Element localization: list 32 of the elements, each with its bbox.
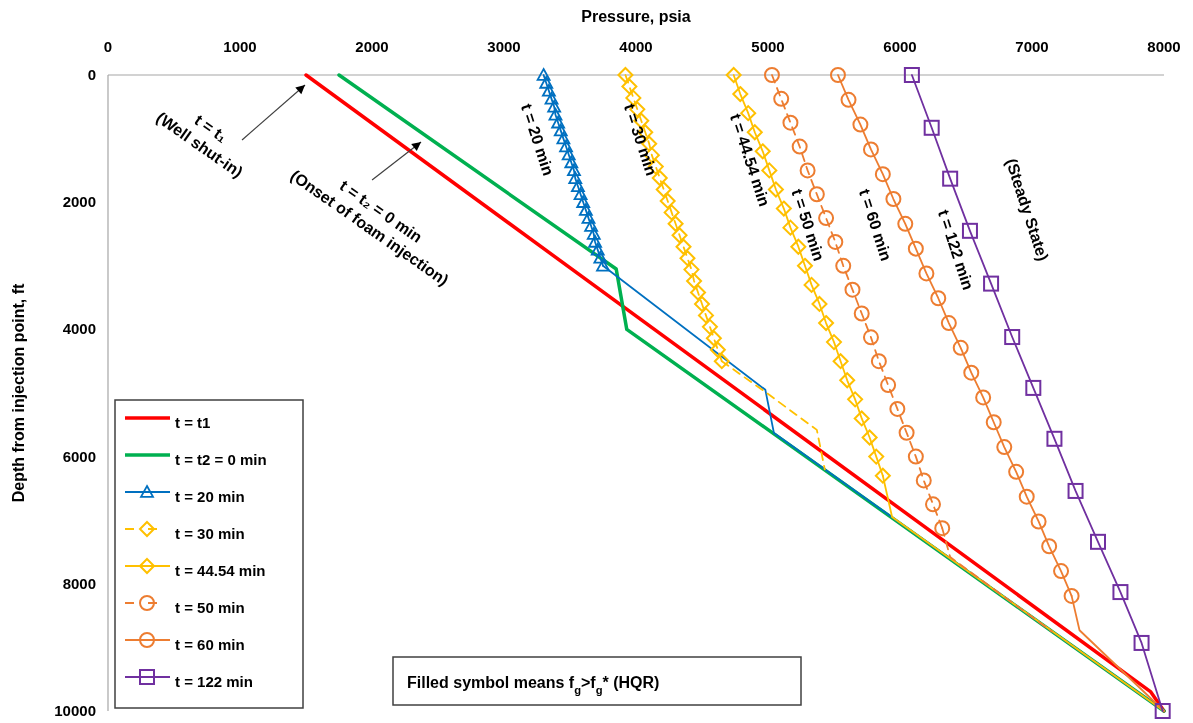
x-tick-label: 6000 [883,38,917,55]
legend-label: t = 20 min [175,488,245,505]
annotation: t = 44.54 min [727,111,773,209]
annotation: t = 20 min [517,101,558,178]
x-tick-label: 5000 [751,38,785,55]
legend-label: t = 30 min [175,525,245,542]
annotation: t = 60 min [855,187,895,263]
y-tick-label: 4000 [62,320,96,338]
x-tick-label: 8000 [1147,38,1181,55]
y-tick-label: 2000 [62,193,96,211]
x-tick-label: 7000 [1015,38,1049,55]
annotation: t = 50 min [788,187,828,263]
y-tick-label: 0 [87,66,96,83]
x-tick-label: 1000 [223,38,257,55]
legend-label: t = 44.54 min [175,562,266,579]
x-tick-label: 2000 [355,38,389,55]
x-tick-label: 3000 [487,38,521,55]
y-tick-label: 8000 [62,574,96,592]
y-tick-label: 10000 [54,702,96,719]
legend-label: t = 50 min [175,599,245,616]
x-axis-title: Pressure, psia [581,8,691,25]
annotation: Filled symbol means f$_{g}$>f$_{g}$* (HQR) [407,674,660,696]
annotation: t = 122 min [934,207,977,292]
x-tick-label: 4000 [619,38,653,55]
y-tick-label: 6000 [62,447,96,465]
legend-label: t = t2 = 0 min [175,451,267,468]
legend-label: t = t1 [175,414,211,431]
x-tick-label: 0 [103,38,113,55]
legend-label: t = 122 min [175,673,253,690]
legend-label: t = 60 min [175,636,245,653]
y-axis-title: Depth from injection point, ft [10,283,27,503]
annotation: t = 30 min [620,101,660,178]
